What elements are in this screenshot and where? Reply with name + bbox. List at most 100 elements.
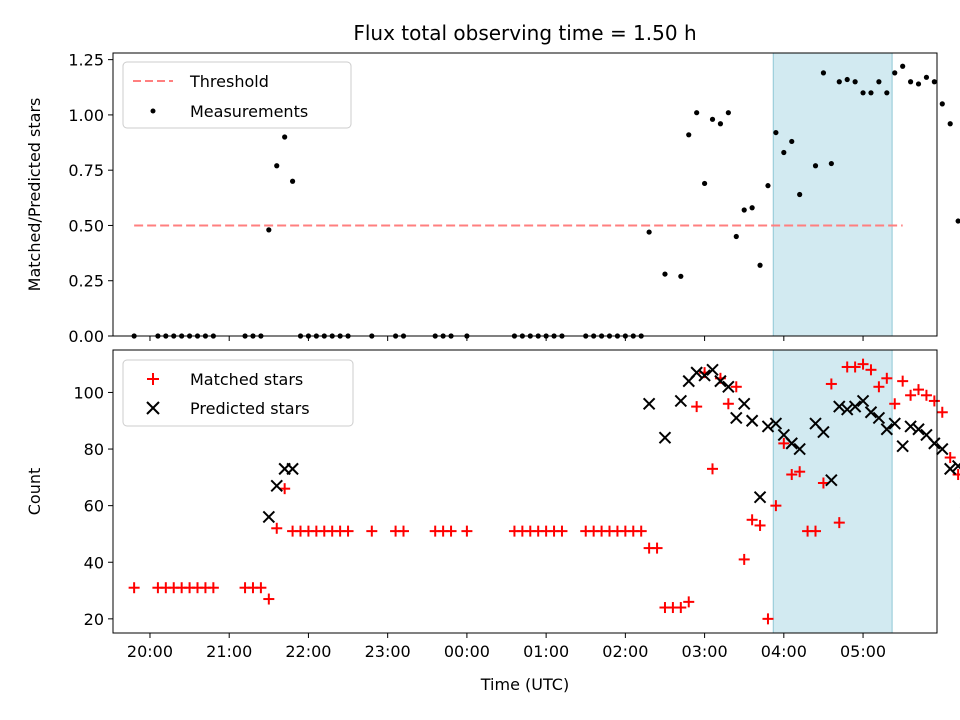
predicted-stars-point bbox=[864, 406, 878, 419]
x-tick-label: 05:00 bbox=[840, 642, 886, 661]
predicted-stars-point bbox=[848, 400, 862, 413]
predicted-stars-point bbox=[690, 366, 703, 379]
measurement-point bbox=[781, 149, 787, 156]
matched-stars-point bbox=[738, 553, 750, 565]
matched-stars-point bbox=[817, 477, 829, 489]
predicted-stars-point bbox=[674, 394, 688, 408]
matched-stars-point bbox=[754, 519, 766, 531]
measurement-point bbox=[701, 180, 708, 187]
measurement-point bbox=[844, 76, 850, 83]
matched-stars-point bbox=[825, 378, 837, 390]
predicted-stars-point bbox=[714, 374, 727, 388]
measurement-point bbox=[646, 229, 652, 235]
measurement-point bbox=[947, 121, 953, 127]
bottom-legend-box bbox=[122, 359, 354, 427]
top-panel-frame bbox=[112, 52, 938, 337]
y-tick-label: 100 bbox=[73, 383, 104, 402]
legend-measurements-label: Measurements bbox=[190, 102, 308, 121]
matched-stars-point bbox=[881, 372, 893, 384]
measurement-point bbox=[955, 218, 960, 224]
x-tick-label: 23:00 bbox=[365, 642, 411, 661]
measurement-point bbox=[828, 160, 834, 167]
measurement-point bbox=[892, 70, 898, 76]
predicted-stars-point bbox=[896, 440, 909, 453]
predicted-stars-point bbox=[825, 473, 838, 487]
predicted-stars-point bbox=[936, 442, 949, 456]
matched-stars-point bbox=[271, 522, 283, 534]
legend-matched-swatch bbox=[147, 373, 159, 385]
measurement-point bbox=[789, 138, 795, 145]
predicted-stars-point bbox=[880, 423, 894, 436]
x-tick-label: 21:00 bbox=[206, 642, 252, 661]
measurement-point bbox=[876, 79, 882, 85]
top-shaded-span bbox=[772, 52, 893, 337]
matched-stars-point bbox=[897, 375, 909, 387]
y-tick-label: 60 bbox=[84, 497, 104, 516]
predicted-stars-point bbox=[951, 459, 960, 473]
predicted-stars-point bbox=[642, 397, 656, 410]
y-tick-label: 40 bbox=[84, 553, 104, 572]
legend-threshold-label: Threshold bbox=[189, 72, 269, 91]
predicted-stars-point bbox=[785, 437, 798, 450]
measurement-point bbox=[709, 116, 716, 122]
measurement-point bbox=[797, 191, 803, 198]
matched-stars-point bbox=[556, 525, 568, 537]
predicted-stars-point bbox=[872, 411, 886, 425]
y-tick-label: 80 bbox=[84, 440, 104, 459]
y-tick-label: 20 bbox=[84, 610, 104, 629]
legend-predicted-label: Predicted stars bbox=[190, 399, 310, 418]
predicted-stars-point bbox=[817, 425, 830, 439]
top-legend-box bbox=[122, 61, 352, 129]
predicted-stars-point bbox=[745, 414, 759, 427]
x-tick-label: 04:00 bbox=[761, 642, 807, 661]
predicted-stars-point bbox=[904, 420, 917, 433]
top-y-ticks: 0.00 0.25 0.50 0.75 1.00 1.25 bbox=[68, 51, 113, 346]
bottom-legend: Matched stars Predicted stars bbox=[122, 359, 354, 427]
matched-stars-point bbox=[207, 582, 219, 594]
matched-stars-point bbox=[722, 398, 734, 410]
matched-stars-point bbox=[810, 525, 822, 537]
predicted-stars-point bbox=[928, 437, 941, 450]
matched-stars-point bbox=[936, 406, 948, 418]
predicted-stars-point bbox=[761, 420, 775, 433]
measurement-point bbox=[694, 110, 700, 116]
top-x-ticks bbox=[149, 336, 864, 341]
matched-stars-point bbox=[873, 381, 885, 393]
predicted-stars-point bbox=[737, 397, 751, 410]
measurement-point bbox=[773, 129, 779, 136]
predicted-stars-point bbox=[262, 510, 276, 524]
matched-stars-point bbox=[928, 395, 940, 407]
predicted-stars-point bbox=[833, 400, 846, 413]
y-tick-label: 0.25 bbox=[68, 272, 104, 291]
matched-stars-point bbox=[865, 364, 877, 376]
measurement-point bbox=[868, 90, 874, 96]
measurement-point bbox=[852, 79, 858, 85]
matched-stars-point bbox=[707, 463, 719, 475]
measurement-point bbox=[915, 81, 922, 87]
measurement-point bbox=[765, 183, 771, 189]
y-tick-label: 0.00 bbox=[68, 327, 104, 346]
matched-stars-point bbox=[366, 525, 378, 537]
matched-stars-point bbox=[746, 514, 758, 526]
matched-stars-point bbox=[279, 483, 291, 495]
measurement-point bbox=[939, 101, 945, 107]
y-tick-label: 1.25 bbox=[68, 51, 104, 70]
matched-stars-point bbox=[128, 582, 140, 594]
matched-stars-point bbox=[905, 389, 917, 401]
measurement-point bbox=[274, 163, 280, 169]
measurement-point bbox=[662, 271, 668, 277]
bottom-y-ticks: 20 40 60 80 100 bbox=[73, 383, 113, 629]
top-y-axis-label: Matched/Predicted stars bbox=[25, 98, 44, 292]
matched-stars-point bbox=[342, 525, 354, 537]
matched-stars-point bbox=[786, 469, 798, 481]
top-marks bbox=[131, 63, 960, 339]
measurement-point bbox=[820, 70, 827, 76]
bottom-x-ticks: 20:00 21:00 22:00 23:00 00:00 01:00 02:00 03:00… bbox=[127, 633, 886, 661]
predicted-stars-point bbox=[706, 363, 719, 377]
matched-stars-point bbox=[683, 596, 695, 608]
measurement-point bbox=[931, 79, 937, 85]
matched-stars-point bbox=[398, 525, 410, 537]
top-legend: Threshold Measurements bbox=[122, 61, 352, 129]
measurement-point bbox=[282, 134, 288, 140]
